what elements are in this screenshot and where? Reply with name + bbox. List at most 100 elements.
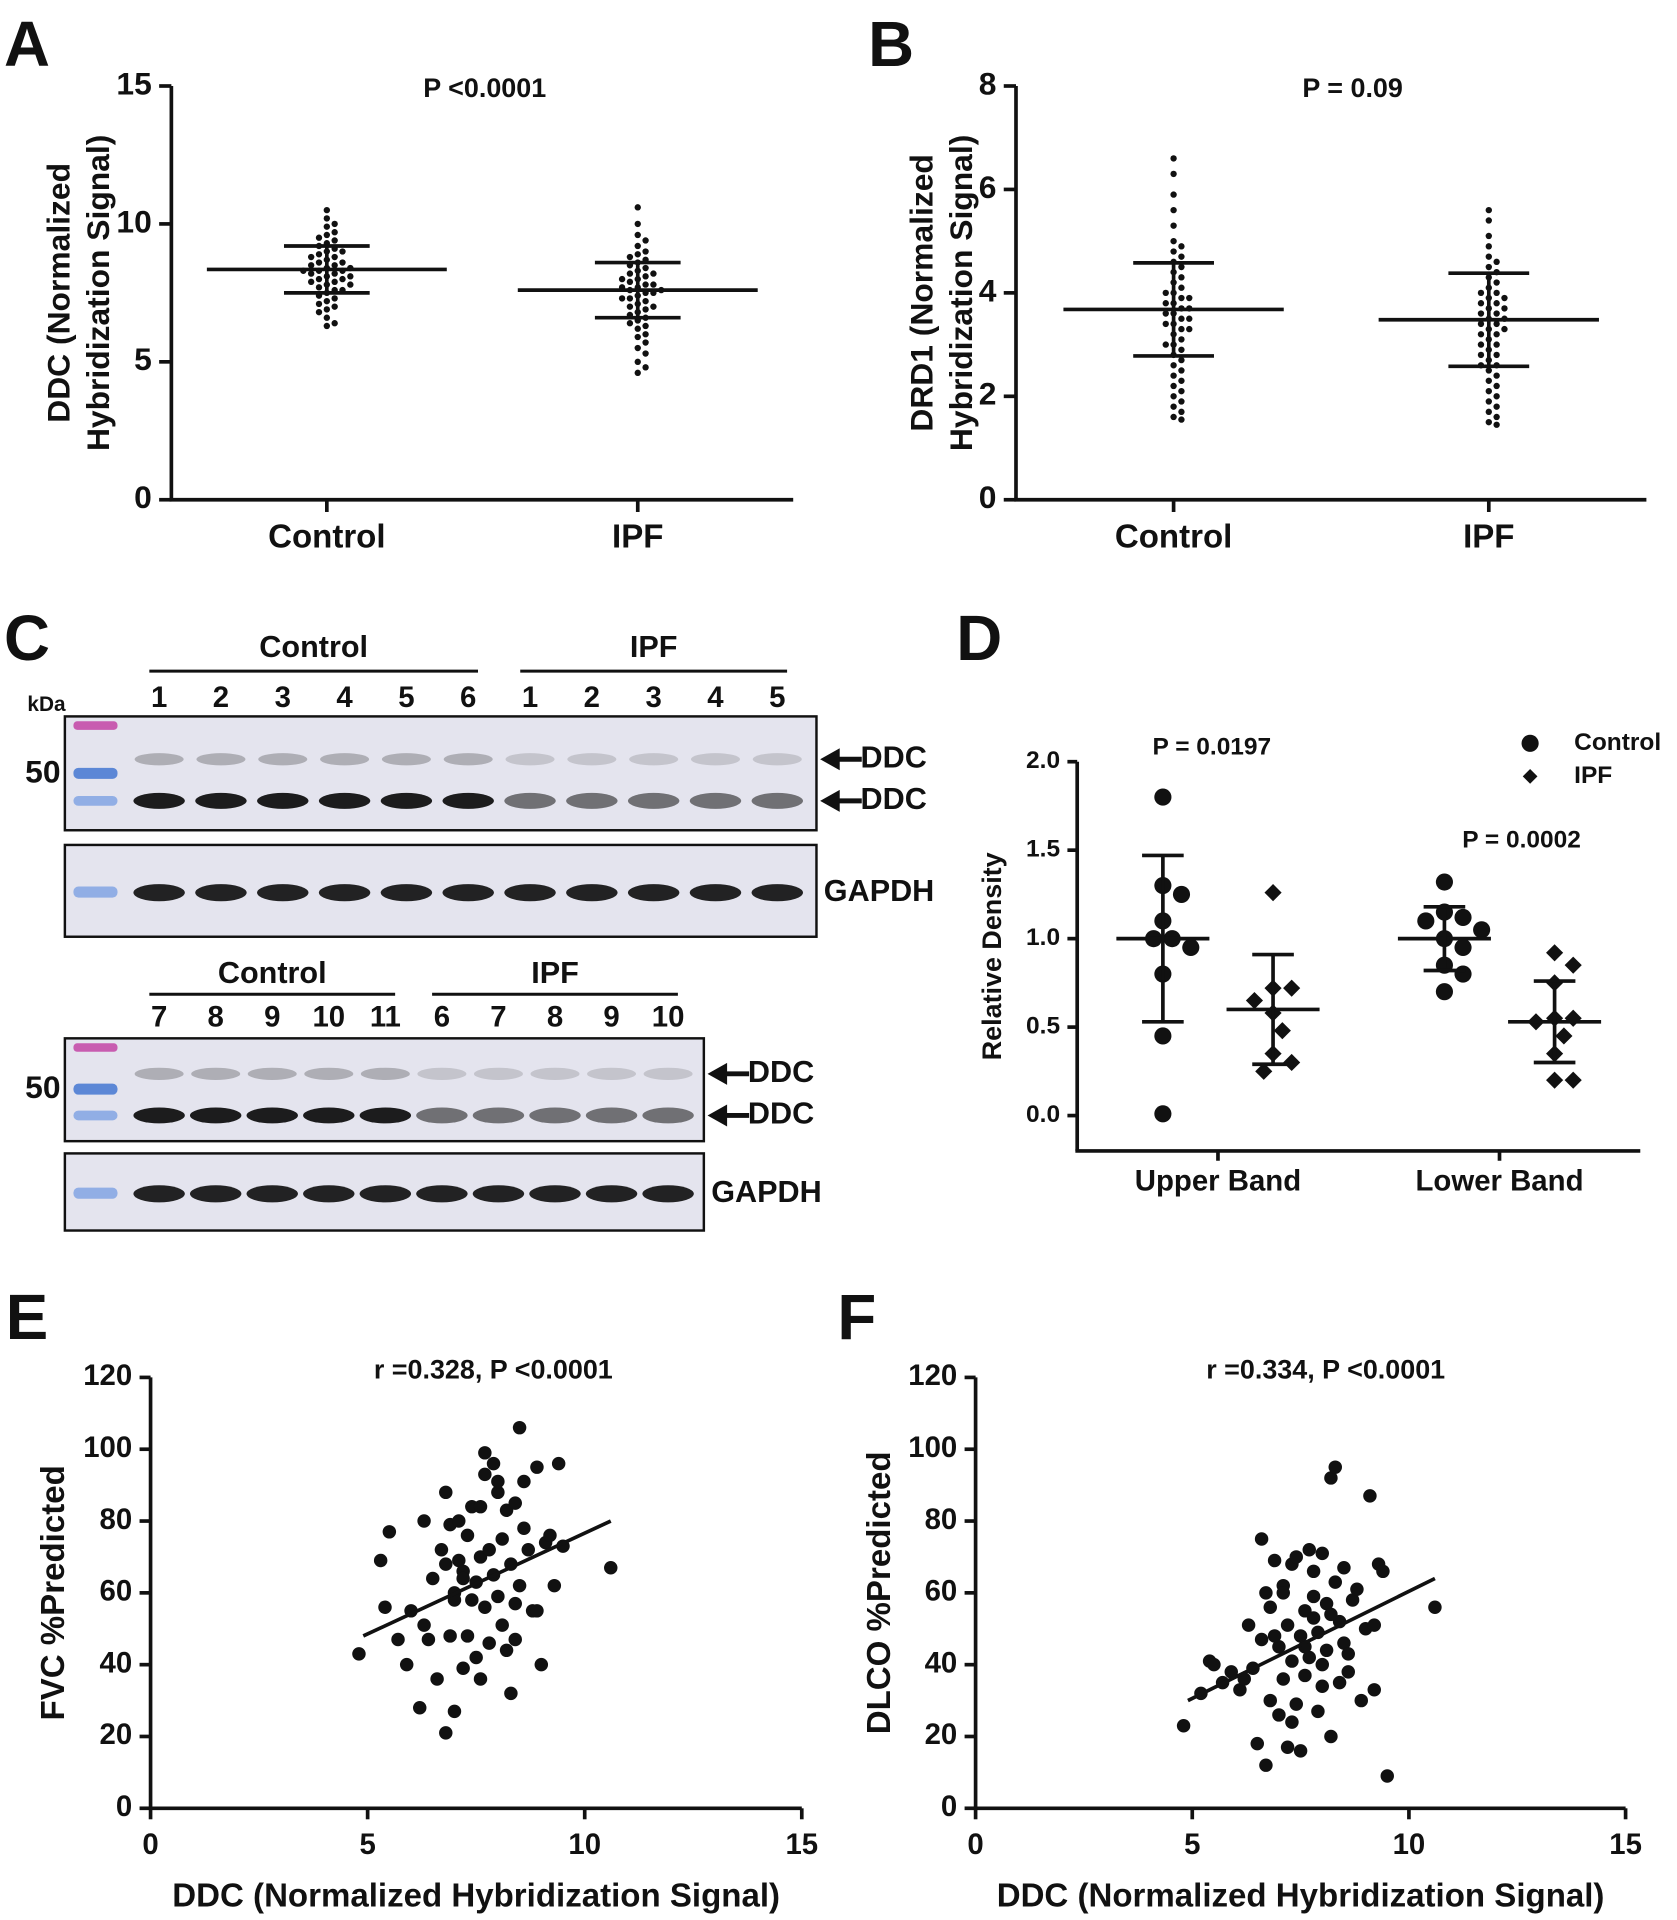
protein-band <box>504 884 556 902</box>
data-point <box>512 1420 527 1435</box>
protein-band <box>359 1107 412 1124</box>
data-point <box>1417 912 1435 930</box>
ladder-band <box>73 721 118 730</box>
data-point <box>1178 284 1185 291</box>
data-point <box>1254 1632 1269 1647</box>
data-point <box>1350 1582 1364 1596</box>
data-point <box>642 322 649 330</box>
data-point <box>1170 237 1177 245</box>
data-point <box>391 1632 405 1647</box>
data-point <box>1485 253 1492 260</box>
annotation: P = 0.09 <box>1302 73 1402 103</box>
data-point <box>1162 341 1169 348</box>
arrow-head <box>707 1104 728 1127</box>
protein-band <box>530 1067 580 1080</box>
data-point <box>1564 1009 1582 1027</box>
data-point <box>1493 258 1500 266</box>
data-point <box>456 1571 470 1586</box>
data-point <box>1319 1596 1334 1611</box>
data-point <box>430 1672 444 1686</box>
data-point <box>1315 1546 1329 1561</box>
y-tick-label: 1.5 <box>1026 836 1060 863</box>
y-tick-label: 60 <box>925 1575 958 1608</box>
data-point <box>315 234 323 241</box>
lane-label: 5 <box>769 681 785 714</box>
data-point <box>1233 1683 1247 1697</box>
data-point <box>618 295 626 302</box>
ladder-band <box>73 1187 118 1199</box>
data-point <box>626 278 634 286</box>
data-point <box>473 1499 488 1514</box>
x-tick-label: 5 <box>1184 1828 1200 1861</box>
data-point <box>1276 1672 1290 1686</box>
protein-band <box>627 792 680 809</box>
data-point <box>1224 1665 1238 1679</box>
y-tick-label: 15 <box>116 65 151 101</box>
data-point <box>543 1528 557 1543</box>
chart-panel: B DRD1 (Normalized Hybridization Signal) P … <box>868 9 1647 556</box>
data-point <box>491 1485 505 1500</box>
data-point <box>460 1629 475 1643</box>
data-point <box>1170 206 1177 214</box>
data-point <box>443 1629 457 1643</box>
data-point <box>1315 1657 1329 1672</box>
data-point <box>1170 393 1177 400</box>
lane-label: 8 <box>547 1001 563 1034</box>
protein-band <box>585 1107 638 1124</box>
y-tick-label: 1.0 <box>1026 924 1060 951</box>
band-label: DDC <box>861 782 927 816</box>
data-point <box>1186 315 1193 322</box>
data-point <box>1485 217 1492 224</box>
data-point <box>1341 1665 1355 1679</box>
data-point <box>1306 1611 1321 1625</box>
data-point <box>1178 325 1185 333</box>
data-point <box>504 1686 518 1701</box>
protein-band <box>473 1067 523 1080</box>
data-point <box>499 1643 514 1658</box>
data-point <box>1485 232 1492 240</box>
data-point <box>1477 331 1485 338</box>
protein-band <box>196 753 246 766</box>
data-point <box>1178 315 1185 322</box>
data-point <box>339 248 346 255</box>
data-point <box>642 237 649 244</box>
x-axis-label: DDC (Normalized Hybridization Signal) <box>172 1877 780 1914</box>
data-point <box>1302 1650 1316 1665</box>
data-point <box>434 1543 449 1557</box>
y-tick-label: 0 <box>116 1790 132 1823</box>
panel-letter: A <box>4 9 50 80</box>
protein-band <box>443 753 493 766</box>
y-tick-label: 120 <box>83 1359 132 1392</box>
lane-label: 5 <box>398 681 414 714</box>
protein-band <box>134 753 184 766</box>
data-point <box>1170 222 1177 229</box>
ladder-band <box>73 1110 118 1121</box>
data-point <box>1454 965 1472 983</box>
protein-band <box>629 753 679 766</box>
data-point <box>1289 1550 1303 1564</box>
protein-band <box>472 1107 525 1124</box>
data-point <box>417 1514 431 1528</box>
data-point <box>447 1704 462 1719</box>
data-point <box>642 350 649 357</box>
data-point <box>452 1553 466 1568</box>
unit-label: kDa <box>27 693 66 716</box>
data-point <box>1272 1639 1286 1654</box>
ladder-band <box>73 886 118 898</box>
data-point <box>642 306 649 313</box>
data-point <box>1501 325 1508 333</box>
data-point <box>1259 1586 1273 1600</box>
data-point <box>339 275 346 283</box>
data-point <box>1493 413 1500 421</box>
group-label: Control <box>259 630 368 664</box>
protein-band <box>359 1185 412 1203</box>
chart-panel: A DDC (Normalized Hybridization Signal) P <… <box>4 9 794 556</box>
data-point <box>626 303 634 310</box>
y-tick-label: 5 <box>134 341 152 377</box>
protein-band <box>752 753 802 766</box>
protein-band <box>587 1067 637 1080</box>
data-point <box>634 251 641 258</box>
ladder-band <box>73 795 118 806</box>
data-point <box>1315 1679 1329 1693</box>
data-point <box>521 1543 535 1557</box>
